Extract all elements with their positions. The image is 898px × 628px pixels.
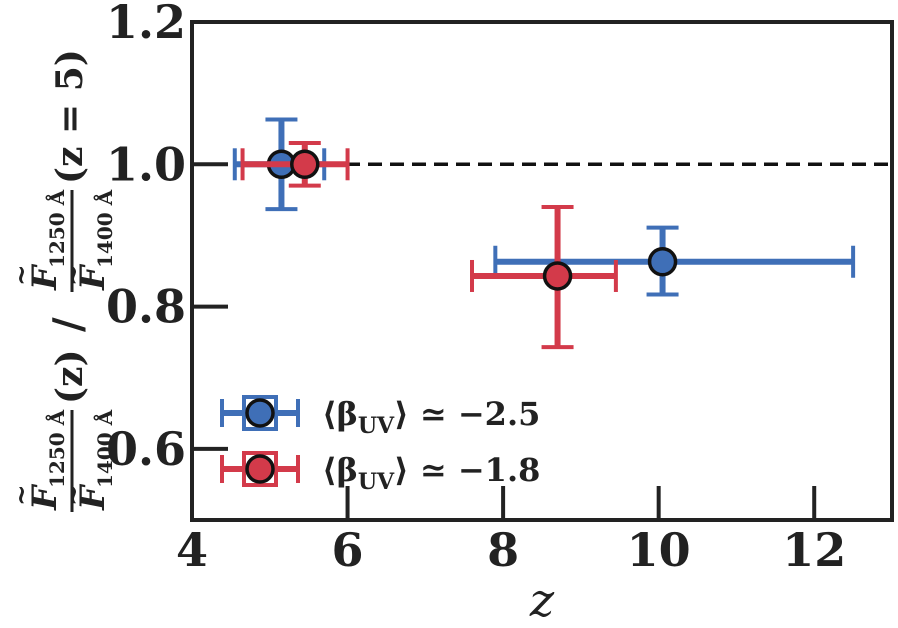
data-point-0-1 (647, 247, 678, 277)
svg-text:F: F (73, 483, 113, 511)
x-tick-label-0: 4 (176, 523, 208, 577)
y-label-rhs-num-sub: 1250 Å (45, 189, 69, 268)
plot-frame (190, 20, 894, 522)
svg-text:F: F (73, 263, 113, 291)
data-point-1-0 (290, 149, 320, 180)
svg-text:~: ~ (59, 264, 89, 286)
legend-entry-1: ⟨βUV⟩ ≃ −1.8 (220, 451, 540, 495)
legend-label-1: ⟨βUV⟩ ≃ −1.8 (322, 451, 540, 495)
svg-text:F: F (25, 483, 65, 511)
svg-text:F: F (25, 263, 65, 291)
y-tick-label-3: 1.2 (106, 0, 186, 49)
x-tick-label-1: 6 (332, 523, 364, 577)
x-tick-label-4: 12 (782, 523, 846, 577)
y-tick-label-2: 1.0 (106, 137, 186, 191)
x-tick-label-3: 10 (627, 523, 691, 577)
y-tick-label-1: 0.8 (106, 280, 186, 334)
legend-marker-1 (245, 454, 275, 484)
svg-text:~: ~ (7, 484, 37, 506)
y-label-rhs-den-sub: 1400 Å (93, 189, 117, 268)
y-label-lhs-num-sub: 1250 Å (45, 409, 69, 488)
series-1 (240, 140, 618, 350)
y-axis-label: F ~ 1250 Å F ~ 1400 Å (z) / F ~ 1250 Å F… (7, 49, 117, 512)
y-label-lhs-den-sub: 1400 Å (93, 409, 117, 488)
plot-area: 4 6 8 10 12 0.6 0.8 1.0 1.2 (106, 0, 894, 577)
legend-marker-0 (245, 398, 275, 428)
legend: ⟨βUV⟩ ≃ −2.5 ⟨βUV⟩ ≃ −1.8 (220, 395, 540, 495)
x-tick-label-2: 8 (487, 523, 519, 577)
y-tick-label-0: 0.6 (106, 422, 186, 476)
legend-box-1 (242, 451, 278, 487)
y-label-rhs-arg: (z = 5) (49, 49, 91, 184)
svg-text:~: ~ (59, 484, 89, 506)
legend-box-0 (242, 395, 278, 431)
x-axis-label: z (529, 573, 555, 627)
svg-text:~: ~ (7, 264, 37, 286)
y-label-lhs-arg: (z) (49, 349, 91, 404)
y-label-divider: / (45, 317, 92, 332)
legend-entry-0: ⟨βUV⟩ ≃ −2.5 (220, 395, 540, 439)
data-point-1-1 (542, 261, 573, 291)
legend-label-0: ⟨βUV⟩ ≃ −2.5 (322, 395, 540, 439)
